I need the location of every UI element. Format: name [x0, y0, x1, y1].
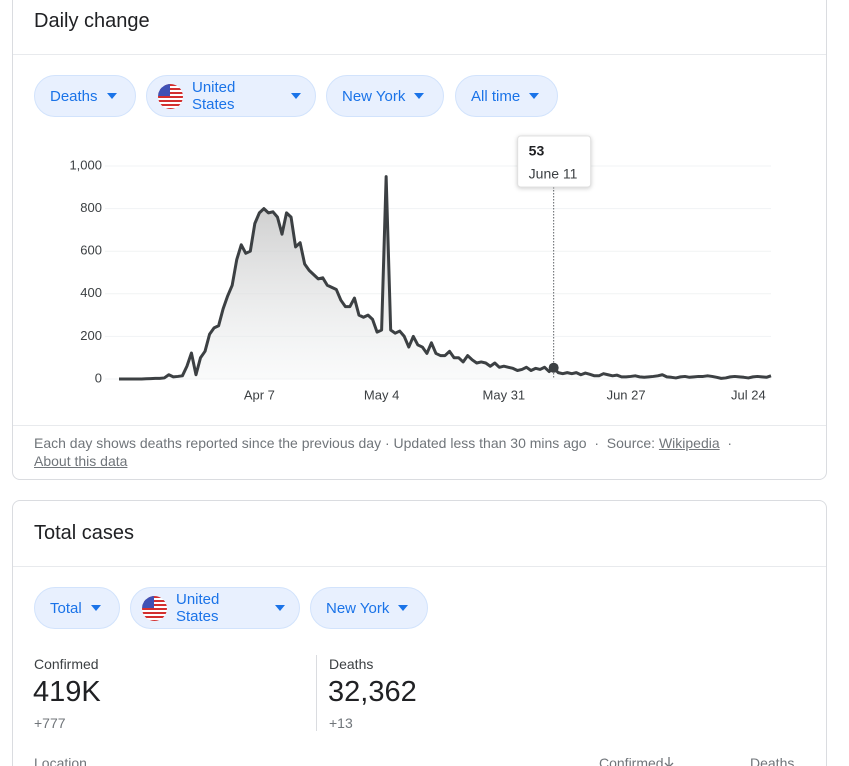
filter-chip[interactable]: Deaths [34, 75, 136, 117]
sort-arrow [664, 757, 674, 766]
divider [13, 566, 826, 567]
caret [291, 93, 301, 99]
card-title: Total cases [34, 522, 135, 544]
caret [275, 605, 285, 611]
y-tick-label: 0 [95, 370, 102, 385]
stat-label: Deaths [329, 656, 374, 672]
caret [106, 93, 117, 99]
tooltip-date: June 11 [529, 166, 578, 182]
x-tick-label: Apr 7 [244, 387, 275, 402]
x-tick-label: Jun 27 [607, 387, 646, 402]
chip-label: United States [175, 591, 220, 625]
footer: Each day shows deaths reported since the… [34, 434, 804, 470]
total-cases-card: Total cases Total United States New York… [12, 500, 827, 766]
x-tick-label: Jul 24 [731, 387, 766, 402]
flag-icon [142, 595, 167, 621]
x-tick-label: May 31 [483, 387, 526, 402]
x-tick-label: May 4 [364, 387, 399, 402]
separator: · [594, 435, 600, 451]
chip-label: All time [471, 87, 521, 105]
tooltip-box [517, 135, 592, 188]
y-tick-label: 600 [80, 243, 102, 258]
table-header[interactable]: Confirmed [599, 755, 674, 766]
chip-label: United States [191, 79, 236, 113]
table-header[interactable]: Location [34, 755, 87, 766]
divider [13, 54, 826, 55]
footer-note: Each day shows deaths reported since the… [34, 435, 587, 451]
caret [398, 605, 409, 611]
chip-label: Total [50, 599, 82, 617]
line [119, 175, 772, 381]
table-header[interactable]: Deaths [750, 755, 795, 766]
stat-value: 419K [33, 676, 101, 708]
about-link[interactable]: About this data [34, 453, 128, 469]
caret [90, 605, 101, 611]
area [119, 176, 771, 379]
chip-label: New York [342, 87, 406, 105]
source-label: Source: [606, 435, 656, 451]
y-tick-label: 800 [80, 200, 102, 215]
filter-chip[interactable]: United States [146, 75, 316, 117]
header-text: Confirmed [599, 755, 664, 766]
caret [529, 93, 540, 99]
y-tick-label: 200 [80, 328, 102, 343]
separator: · [727, 435, 733, 451]
filter-chip[interactable]: New York [326, 75, 444, 117]
filter-chip[interactable]: New York [310, 587, 428, 629]
filter-chip[interactable]: Total [34, 587, 120, 629]
stat-divider [316, 655, 317, 731]
daily-change-card: Daily change Deaths United States New Yo… [12, 0, 827, 480]
divider [13, 425, 826, 426]
filter-chip[interactable]: United States [130, 587, 300, 629]
source-link[interactable]: Wikipedia [658, 435, 720, 451]
y-tick-label: 400 [80, 285, 102, 300]
hover-dot [548, 362, 559, 373]
stat-change: +777 [34, 715, 66, 731]
stat-value: 32,362 [328, 676, 417, 708]
card-title: Daily change [34, 10, 150, 32]
stat-change: +13 [329, 715, 353, 731]
chip-label: New York [326, 599, 390, 617]
chip-label: Deaths [50, 87, 98, 105]
flag-icon [158, 83, 183, 109]
filter-chip[interactable]: All time [455, 75, 558, 117]
chart: 0 200 400 600 800 1,000 Apr 7 May 4 May 31 Jun 27… [69, 135, 772, 402]
tooltip-value: 53 [529, 143, 545, 159]
y-tick-label: 1,000 [69, 157, 102, 172]
caret [414, 93, 425, 99]
stat-label: Confirmed [34, 656, 99, 672]
